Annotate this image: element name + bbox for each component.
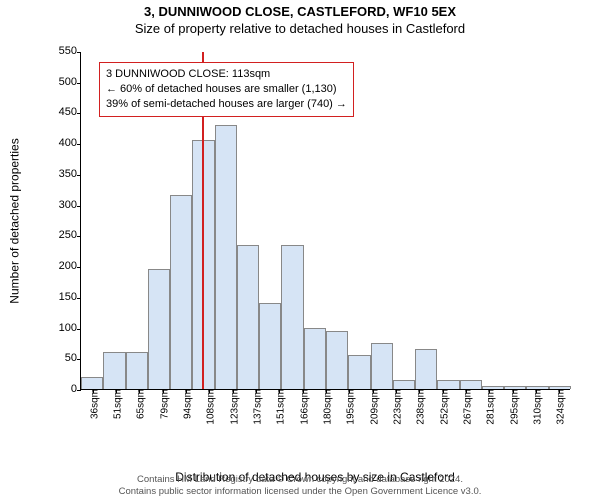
- y-tick-mark: [77, 206, 81, 207]
- x-tick-label: 238sqm: [412, 389, 427, 425]
- y-tick-mark: [77, 113, 81, 114]
- x-tick-mark: [186, 389, 187, 393]
- histogram-bar: [259, 303, 281, 389]
- infobox-line-1: 3 DUNNIWOOD CLOSE: 113sqm: [106, 67, 347, 82]
- histogram-bar: [393, 380, 415, 389]
- x-tick-mark: [466, 389, 467, 393]
- x-tick-mark: [419, 389, 420, 393]
- y-tick-mark: [77, 144, 81, 145]
- x-tick-label: 79sqm: [155, 389, 170, 419]
- x-tick-label: 209sqm: [365, 389, 380, 425]
- x-tick-label: 223sqm: [389, 389, 404, 425]
- x-tick-label: 267sqm: [459, 389, 474, 425]
- x-tick-label: 151sqm: [272, 389, 287, 425]
- x-tick-mark: [233, 389, 234, 393]
- x-tick-label: 65sqm: [132, 389, 147, 419]
- x-tick-label: 195sqm: [342, 389, 357, 425]
- y-tick-label: 550: [59, 45, 81, 57]
- x-tick-mark: [303, 389, 304, 393]
- footer-line-2: Contains public sector information licen…: [0, 486, 600, 498]
- histogram-bar: [126, 352, 148, 389]
- footer-credits: Contains HM Land Registry data © Crown c…: [0, 474, 600, 498]
- histogram-bar: [215, 125, 237, 389]
- infobox-line-3: 39% of semi-detached houses are larger (…: [106, 97, 347, 112]
- y-tick-mark: [77, 329, 81, 330]
- x-tick-mark: [279, 389, 280, 393]
- x-tick-mark: [326, 389, 327, 393]
- x-tick-label: 180sqm: [319, 389, 334, 425]
- x-tick-mark: [536, 389, 537, 393]
- y-tick-label: 0: [71, 383, 81, 395]
- x-tick-mark: [513, 389, 514, 393]
- histogram-bar: [371, 343, 393, 389]
- x-tick-mark: [373, 389, 374, 393]
- histogram-bar: [437, 380, 459, 389]
- histogram-bar: [415, 349, 437, 389]
- histogram-bar: [304, 328, 326, 389]
- histogram-bar: [281, 245, 303, 389]
- x-tick-mark: [116, 389, 117, 393]
- histogram-bar: [81, 377, 103, 389]
- x-tick-label: 310sqm: [529, 389, 544, 425]
- x-tick-label: 51sqm: [109, 389, 124, 419]
- x-tick-label: 36sqm: [85, 389, 100, 419]
- x-tick-mark: [163, 389, 164, 393]
- histogram-bar: [326, 331, 348, 389]
- chart-infobox: 3 DUNNIWOOD CLOSE: 113sqm ← 60% of detac…: [99, 62, 354, 117]
- x-tick-mark: [93, 389, 94, 393]
- y-tick-mark: [77, 267, 81, 268]
- x-tick-label: 137sqm: [249, 389, 264, 425]
- x-tick-label: 94sqm: [179, 389, 194, 419]
- x-tick-mark: [256, 389, 257, 393]
- x-tick-label: 324sqm: [552, 389, 567, 425]
- page-title: 3, DUNNIWOOD CLOSE, CASTLEFORD, WF10 5EX: [0, 4, 600, 19]
- footer-line-1: Contains HM Land Registry data © Crown c…: [0, 474, 600, 486]
- x-tick-mark: [349, 389, 350, 393]
- x-tick-mark: [559, 389, 560, 393]
- x-tick-label: 123sqm: [225, 389, 240, 425]
- y-tick-mark: [77, 83, 81, 84]
- y-tick-mark: [77, 52, 81, 53]
- x-tick-mark: [139, 389, 140, 393]
- histogram-bar: [148, 269, 170, 389]
- x-tick-label: 252sqm: [435, 389, 450, 425]
- page-subtitle: Size of property relative to detached ho…: [0, 21, 600, 36]
- x-tick-mark: [396, 389, 397, 393]
- x-tick-label: 108sqm: [202, 389, 217, 425]
- x-tick-mark: [209, 389, 210, 393]
- histogram-bar: [460, 380, 482, 389]
- y-tick-mark: [77, 175, 81, 176]
- infobox-line-2: ← 60% of detached houses are smaller (1,…: [106, 82, 347, 97]
- histogram-bar: [237, 245, 259, 389]
- histogram-bar: [170, 195, 192, 389]
- y-tick-mark: [77, 390, 81, 391]
- chart-container: Number of detached properties 0501001502…: [50, 52, 580, 422]
- chart-plot-area: 05010015020025030035040045050055036sqm51…: [80, 52, 570, 390]
- x-tick-mark: [489, 389, 490, 393]
- y-tick-mark: [77, 298, 81, 299]
- histogram-bar: [348, 355, 370, 389]
- x-tick-label: 281sqm: [482, 389, 497, 425]
- x-tick-label: 295sqm: [505, 389, 520, 425]
- histogram-bar: [103, 352, 125, 389]
- x-tick-mark: [443, 389, 444, 393]
- y-tick-mark: [77, 359, 81, 360]
- y-tick-mark: [77, 236, 81, 237]
- x-tick-label: 166sqm: [295, 389, 310, 425]
- y-axis-label: Number of detached properties: [5, 52, 25, 390]
